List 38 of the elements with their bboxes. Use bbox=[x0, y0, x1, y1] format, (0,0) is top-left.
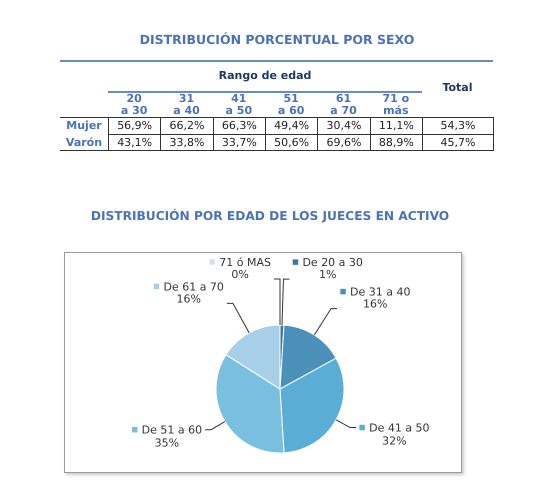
legend-label: Varón bbox=[64, 136, 104, 148]
data-label: 54,3% bbox=[422, 117, 494, 134]
legend-label: De 41 a 50 bbox=[369, 422, 430, 435]
text: Rango de edad bbox=[218, 69, 312, 82]
legend-label: De 20 a 30 bbox=[302, 256, 363, 270]
data-label: 30,4% bbox=[317, 117, 371, 134]
data-label: 88,9% bbox=[370, 134, 423, 151]
data-label: 1% bbox=[318, 268, 336, 282]
data-label: 50,6% bbox=[264, 134, 318, 151]
category-label: Total bbox=[441, 81, 474, 94]
chart-title: DISTRIBUCIÓN POR EDAD DE LOS JUECES EN ACTIVO bbox=[90, 209, 450, 223]
text: DISTRIBUCIÓN PORCENTUAL POR SEXO bbox=[138, 32, 416, 47]
category-label: 41 a 50 bbox=[224, 92, 254, 117]
data-label: 49,4% bbox=[264, 117, 318, 134]
data-label: 56,9% bbox=[108, 117, 162, 134]
data-label: 33,8% bbox=[160, 134, 214, 151]
legend-label: Mujer bbox=[65, 119, 103, 132]
category-label: 51 a 60 bbox=[276, 92, 306, 117]
data-label: 11,1% bbox=[370, 117, 423, 134]
category-label: 71 o más bbox=[381, 92, 410, 117]
data-label: 33,7% bbox=[212, 134, 266, 151]
category-label: 61 a 70 bbox=[329, 92, 358, 117]
legend-label: De 51 a 60 bbox=[142, 424, 202, 437]
legend-label: De 31 a 40 bbox=[350, 286, 411, 299]
data-label: 66,2% bbox=[160, 117, 214, 134]
data-label: 43,1% bbox=[108, 134, 162, 151]
data-label: 16% bbox=[363, 298, 388, 311]
data-label: 66,3% bbox=[212, 117, 266, 134]
data-label: 45,7% bbox=[422, 134, 494, 151]
category-label: 31 a 40 bbox=[172, 92, 201, 117]
legend-label: 71 ó MAS bbox=[219, 256, 272, 269]
data-label: 35% bbox=[154, 436, 180, 450]
text: 0% bbox=[231, 268, 249, 281]
data-label: 69,6% bbox=[317, 134, 371, 151]
data-label: 32% bbox=[382, 434, 407, 448]
legend-label: De 61 a 70 bbox=[163, 280, 224, 294]
data-label: 16% bbox=[176, 292, 201, 306]
category-label: 20 a 30 bbox=[120, 92, 148, 117]
